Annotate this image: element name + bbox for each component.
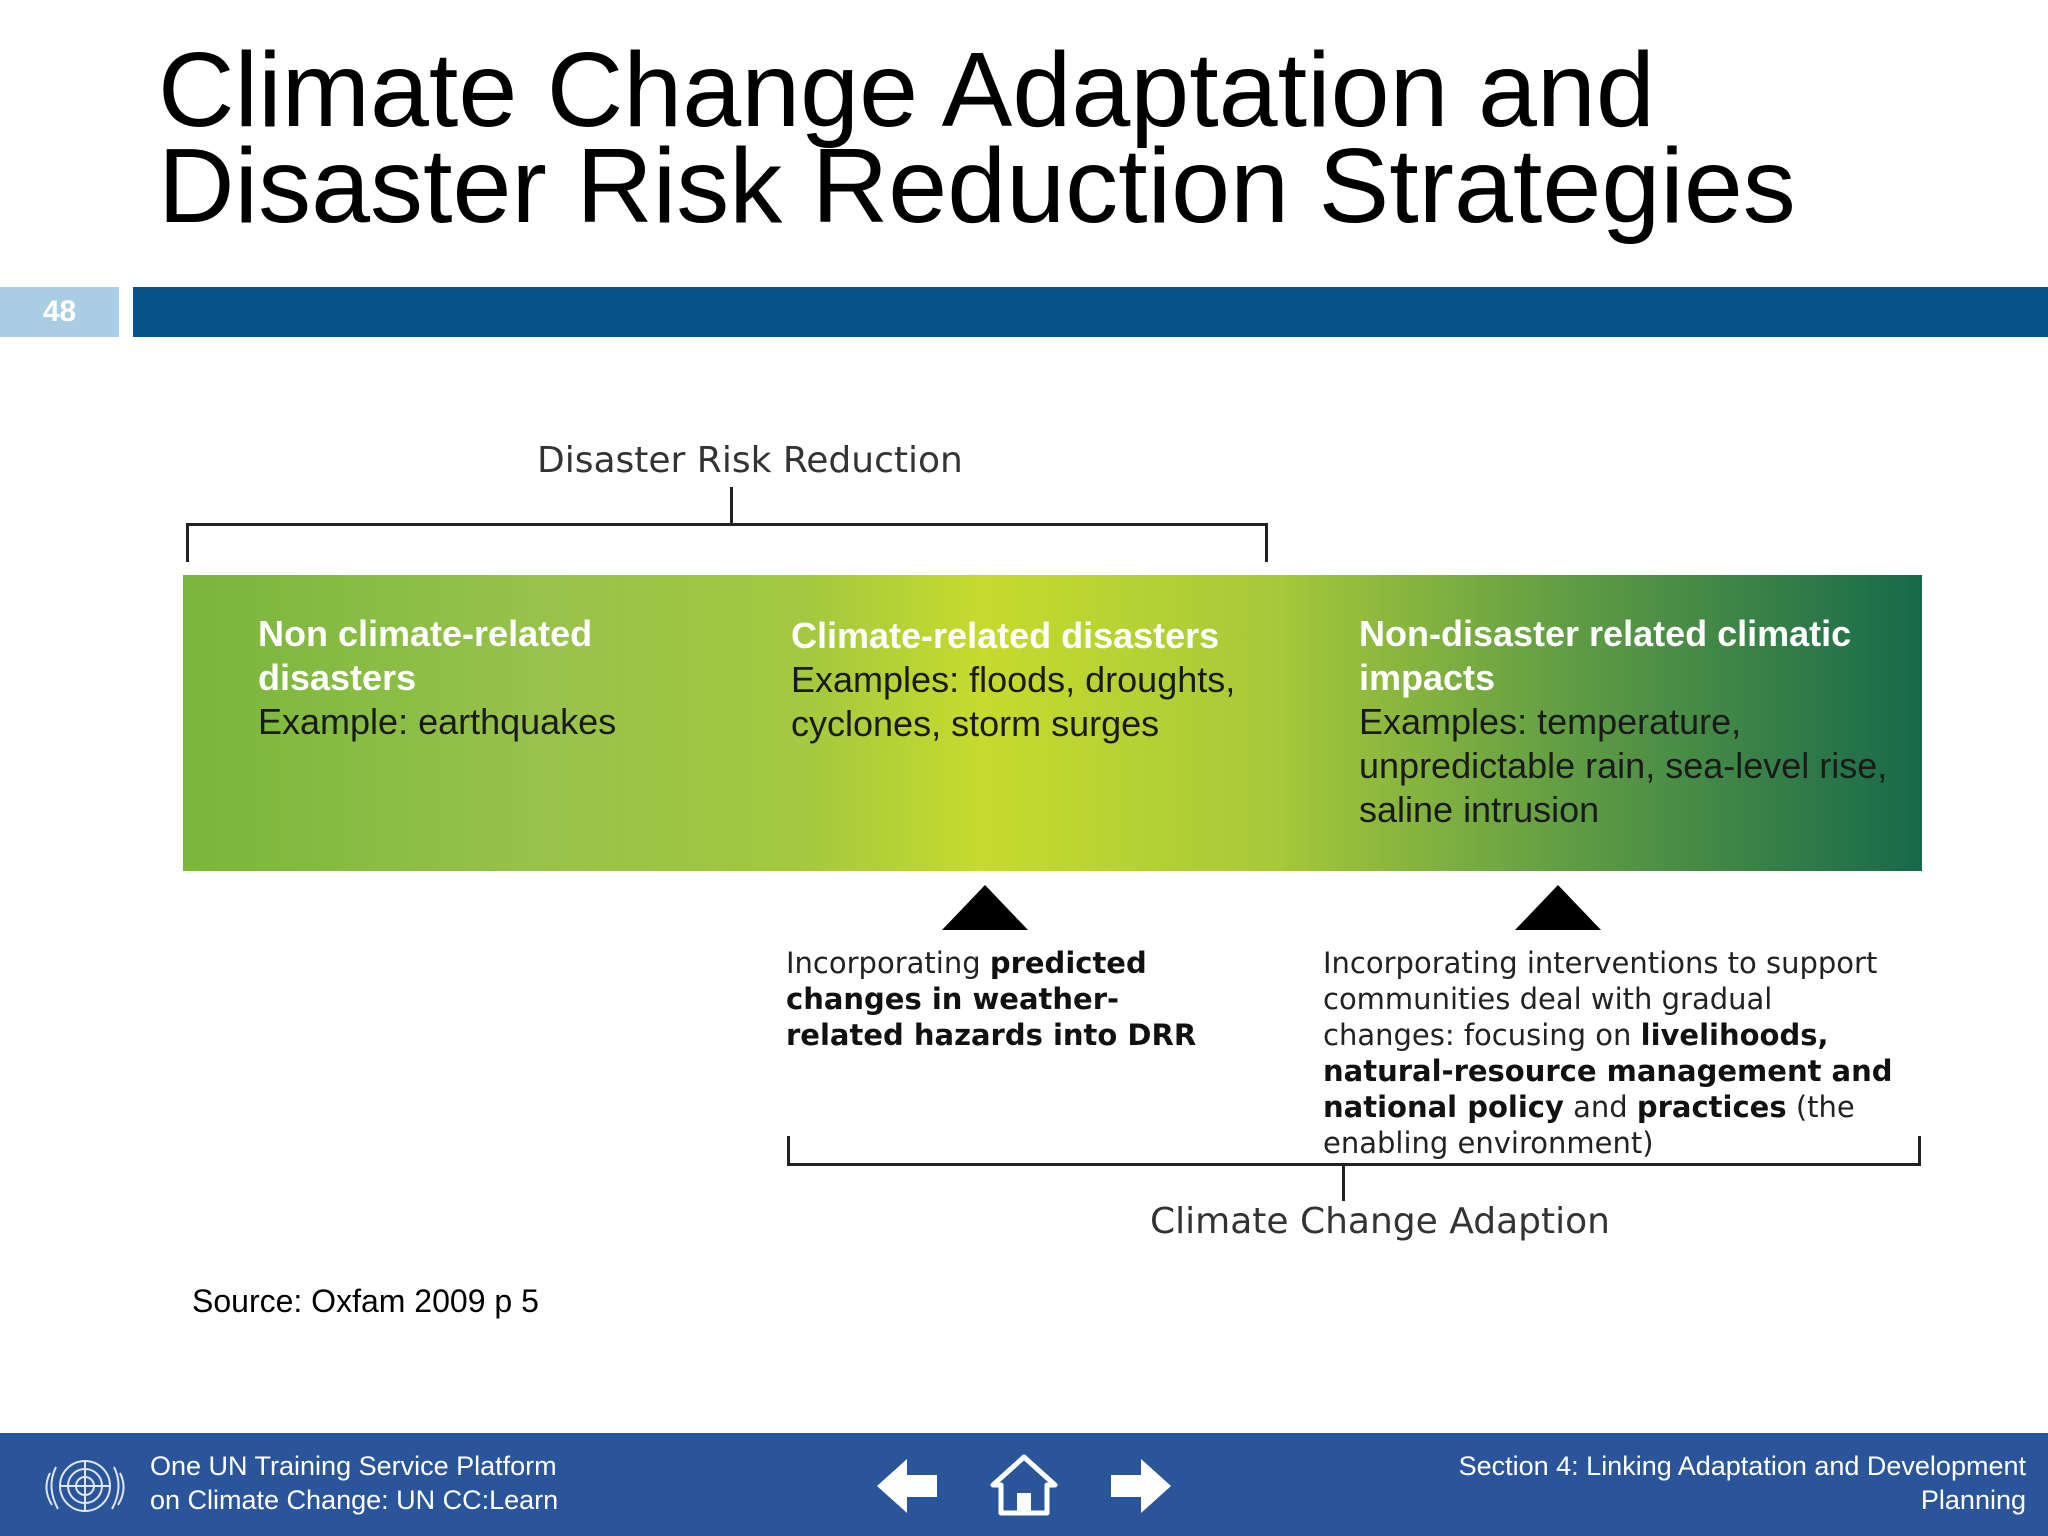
top-bracket bbox=[186, 523, 1268, 562]
title-line-2: Disaster Risk Reduction Strategies bbox=[158, 127, 1796, 245]
triangle-up-icon bbox=[1515, 885, 1601, 930]
note-text: and bbox=[1563, 1090, 1637, 1124]
footer-left-line2: on Climate Change: UN CC:Learn bbox=[150, 1485, 559, 1515]
un-emblem-icon bbox=[45, 1460, 125, 1512]
column-body: Examples: floods, droughts, cyclones, st… bbox=[791, 659, 1236, 744]
note-text: Incorporating bbox=[786, 946, 990, 980]
footer-platform-text: One UN Training Service Platform on Clim… bbox=[150, 1449, 558, 1517]
title-rule bbox=[133, 287, 2048, 337]
footer-right-line2: Planning bbox=[1920, 1485, 2026, 1515]
spectrum-band bbox=[183, 575, 1922, 871]
slide-number: 48 bbox=[0, 287, 119, 337]
title-line-1: Climate Change Adaptation and bbox=[158, 31, 1655, 149]
note-predicted-changes: Incorporating predicted changes in weath… bbox=[786, 945, 1206, 1053]
column-climate-disasters: Climate-related disasters Examples: floo… bbox=[791, 614, 1271, 746]
source-citation: Source: Oxfam 2009 p 5 bbox=[192, 1283, 539, 1319]
top-bracket-label: Disaster Risk Reduction bbox=[537, 440, 963, 481]
column-non-climate: Non climate-related disasters Example: e… bbox=[258, 612, 718, 744]
bottom-bracket bbox=[787, 1136, 1921, 1166]
home-icon[interactable] bbox=[989, 1453, 1059, 1519]
column-heading: Non climate-related disasters bbox=[258, 613, 593, 698]
triangle-up-icon bbox=[942, 885, 1028, 930]
note-interventions: Incorporating interventions to support c… bbox=[1323, 945, 1913, 1161]
column-non-disaster: Non-disaster related climatic impacts Ex… bbox=[1359, 612, 1899, 832]
note-bold-text: predicted changes in weather-related haz… bbox=[786, 946, 1197, 1052]
arrow-left-icon[interactable] bbox=[873, 1453, 943, 1519]
note-bold-text: livelihoods, natural-resource management… bbox=[1323, 1018, 1893, 1124]
column-heading: Climate-related disasters bbox=[791, 615, 1220, 656]
bottom-bracket-label: Climate Change Adaption bbox=[1150, 1201, 1610, 1242]
footer-right-line1: Section 4: Linking Adaptation and Develo… bbox=[1458, 1451, 2026, 1481]
footer-left-line1: One UN Training Service Platform bbox=[150, 1451, 557, 1481]
column-body: Example: earthquakes bbox=[258, 701, 617, 742]
footer-section-text: Section 4: Linking Adaptation and Develo… bbox=[1459, 1449, 2026, 1517]
slide-title: Climate Change Adaptation and Disaster R… bbox=[158, 31, 2018, 245]
top-bracket-stem bbox=[730, 487, 733, 525]
bottom-bracket-stem bbox=[1342, 1163, 1345, 1201]
note-text: Incorporating interventions to support c… bbox=[1323, 946, 1878, 1052]
column-heading: Non-disaster related climatic impacts bbox=[1359, 613, 1852, 698]
column-body: Examples: temperature, unpredictable rai… bbox=[1359, 701, 1888, 830]
footer-bar: One UN Training Service Platform on Clim… bbox=[0, 1433, 2048, 1536]
arrow-right-icon[interactable] bbox=[1105, 1453, 1175, 1519]
note-text: (the enabling environment) bbox=[1323, 1090, 1855, 1160]
note-bold-text: practices bbox=[1636, 1090, 1787, 1124]
